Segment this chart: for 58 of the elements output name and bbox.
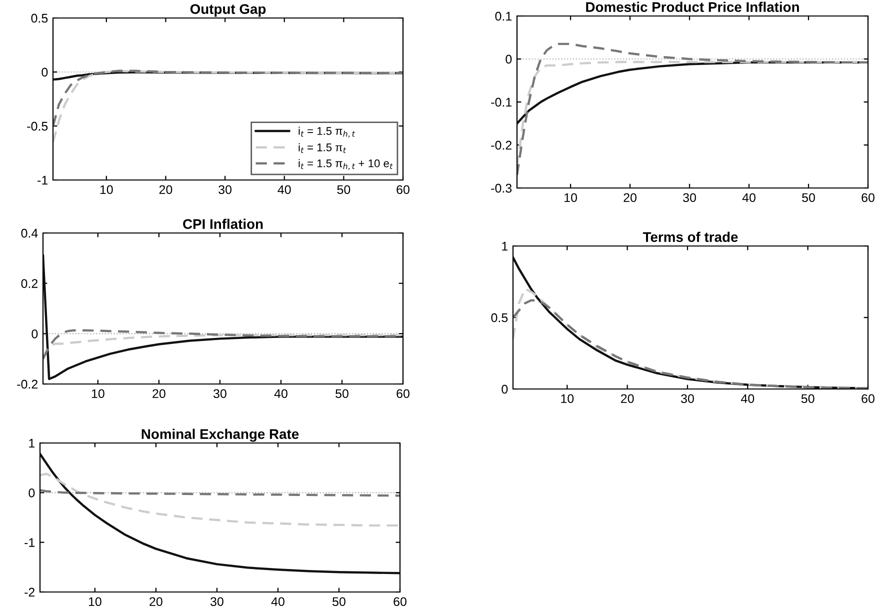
x-tick-label: 10 bbox=[561, 394, 574, 404]
x-tick-label: 20 bbox=[621, 394, 634, 404]
x-tick-label: 50 bbox=[801, 394, 814, 404]
x-tick-label: 20 bbox=[159, 185, 172, 194]
y-tick-label: -0.3 bbox=[491, 184, 512, 193]
y-tick-label: -0.5 bbox=[27, 122, 48, 131]
y-tick-label: 1 bbox=[29, 438, 35, 448]
y-tick-label: 0 bbox=[502, 384, 508, 394]
x-tick-label: 40 bbox=[271, 597, 284, 606]
y-tick-label: 0 bbox=[42, 68, 48, 77]
x-tick-label: 30 bbox=[213, 389, 226, 398]
x-tick-label: 50 bbox=[337, 185, 350, 194]
y-tick-label: 1 bbox=[502, 242, 508, 251]
y-tick-label: -0.2 bbox=[491, 140, 512, 150]
chart-title: Domestic Product Price Inflation bbox=[586, 2, 799, 12]
legend-label: i$_{t}$ = 1.5 π$_{h,t}$ bbox=[298, 126, 356, 138]
x-tick-label: 20 bbox=[150, 597, 162, 606]
x-tick-label: 60 bbox=[396, 185, 410, 194]
x-tick-label: 60 bbox=[396, 389, 410, 398]
x-tick-label: 40 bbox=[278, 185, 291, 194]
x-tick-label: 40 bbox=[740, 394, 754, 404]
chart-title: CPI Inflation bbox=[183, 218, 263, 229]
y-tick-label: -2 bbox=[24, 588, 35, 597]
x-tick-label: 10 bbox=[88, 597, 102, 606]
x-tick-label: 30 bbox=[681, 394, 694, 404]
x-tick-label: 60 bbox=[862, 193, 874, 202]
x-tick-label: 30 bbox=[210, 597, 224, 606]
x-tick-label: 50 bbox=[802, 193, 815, 202]
legend-label: i$_{t}$ = 1.5 π$_{h,t}$ + 10 e$_{t}$ bbox=[298, 159, 393, 170]
y-tick-label: -0.1 bbox=[491, 98, 512, 107]
x-tick-label: 10 bbox=[564, 193, 578, 202]
chart-title: Terms of trade bbox=[642, 232, 738, 242]
x-tick-label: 20 bbox=[624, 193, 636, 202]
y-tick-label: 0.2 bbox=[21, 279, 38, 288]
y-tick-label: -1 bbox=[24, 538, 35, 547]
y-tick-label: 0 bbox=[506, 54, 512, 64]
x-tick-label: 30 bbox=[218, 185, 232, 194]
x-tick-label: 10 bbox=[100, 185, 113, 194]
y-tick-label: -0.2 bbox=[17, 380, 38, 389]
chart-title: Output Gap bbox=[190, 4, 266, 17]
x-tick-label: 50 bbox=[336, 389, 348, 398]
y-tick-label: -1 bbox=[38, 176, 48, 185]
y-tick-label: 0 bbox=[32, 329, 38, 338]
x-tick-label: 40 bbox=[742, 193, 756, 202]
x-tick-label: 60 bbox=[394, 597, 406, 606]
y-tick-label: 0.5 bbox=[491, 313, 508, 322]
y-tick-label: 0 bbox=[28, 488, 35, 498]
x-tick-label: 30 bbox=[683, 193, 696, 202]
y-tick-label: 0.4 bbox=[21, 228, 38, 238]
y-tick-label: 0.5 bbox=[31, 14, 48, 23]
chart-title: Nominal Exchange Rate bbox=[142, 428, 299, 442]
legend-label: i$_{t}$ = 1.5 π$_{t}$ bbox=[298, 143, 346, 154]
x-tick-label: 10 bbox=[92, 389, 104, 398]
x-tick-label: 40 bbox=[274, 389, 288, 398]
x-tick-label: 50 bbox=[332, 597, 346, 606]
x-tick-label: 20 bbox=[152, 389, 166, 398]
x-tick-label: 60 bbox=[862, 394, 874, 404]
y-tick-label: 0.1 bbox=[495, 12, 512, 21]
